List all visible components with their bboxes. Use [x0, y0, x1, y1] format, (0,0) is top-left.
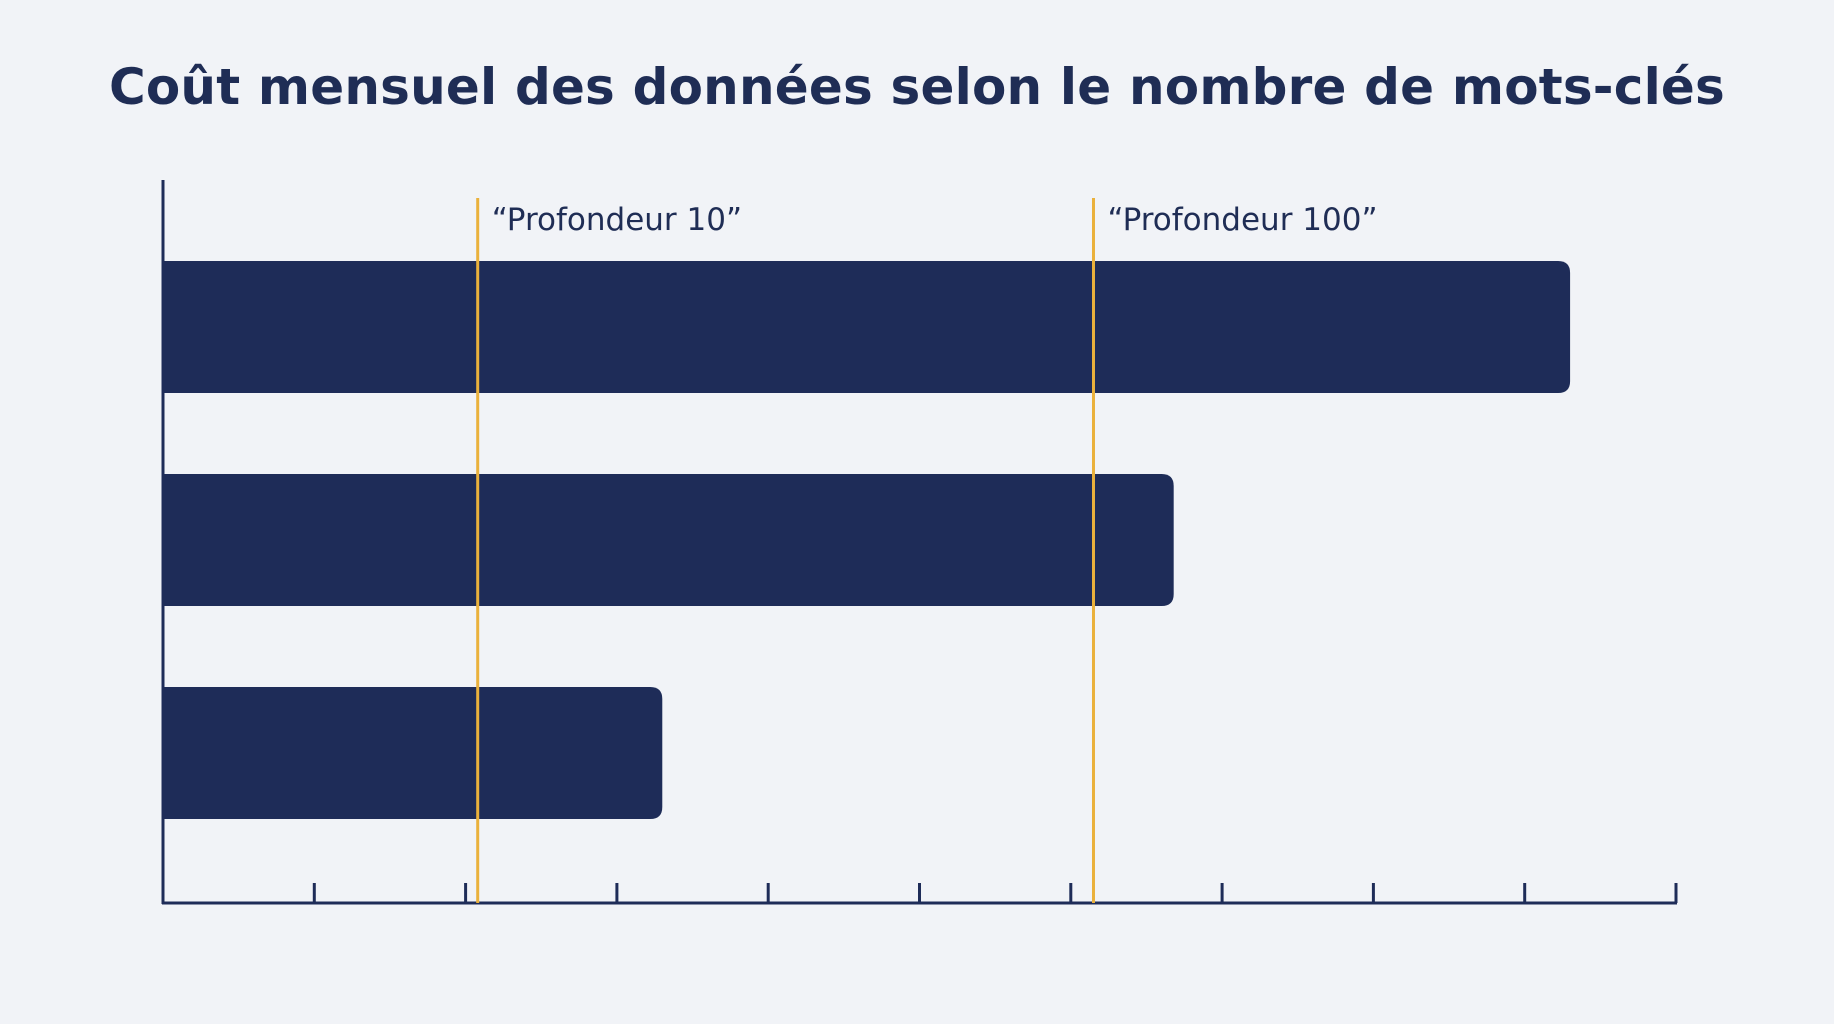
axes-layer: [161, 180, 1678, 905]
bar: [163, 687, 663, 819]
bar: [163, 261, 1571, 393]
reference-line-label: “Profondeur 10”: [492, 202, 742, 238]
reference-lines-layer: “Profondeur 10” “Profondeur 100”: [476, 198, 1378, 903]
bar: [163, 474, 1174, 606]
reference-line-label: “Profondeur 100”: [1107, 202, 1377, 238]
chart-title: Coût mensuel des données selon le nombre…: [108, 58, 1726, 116]
bars-layer: [163, 261, 1571, 819]
